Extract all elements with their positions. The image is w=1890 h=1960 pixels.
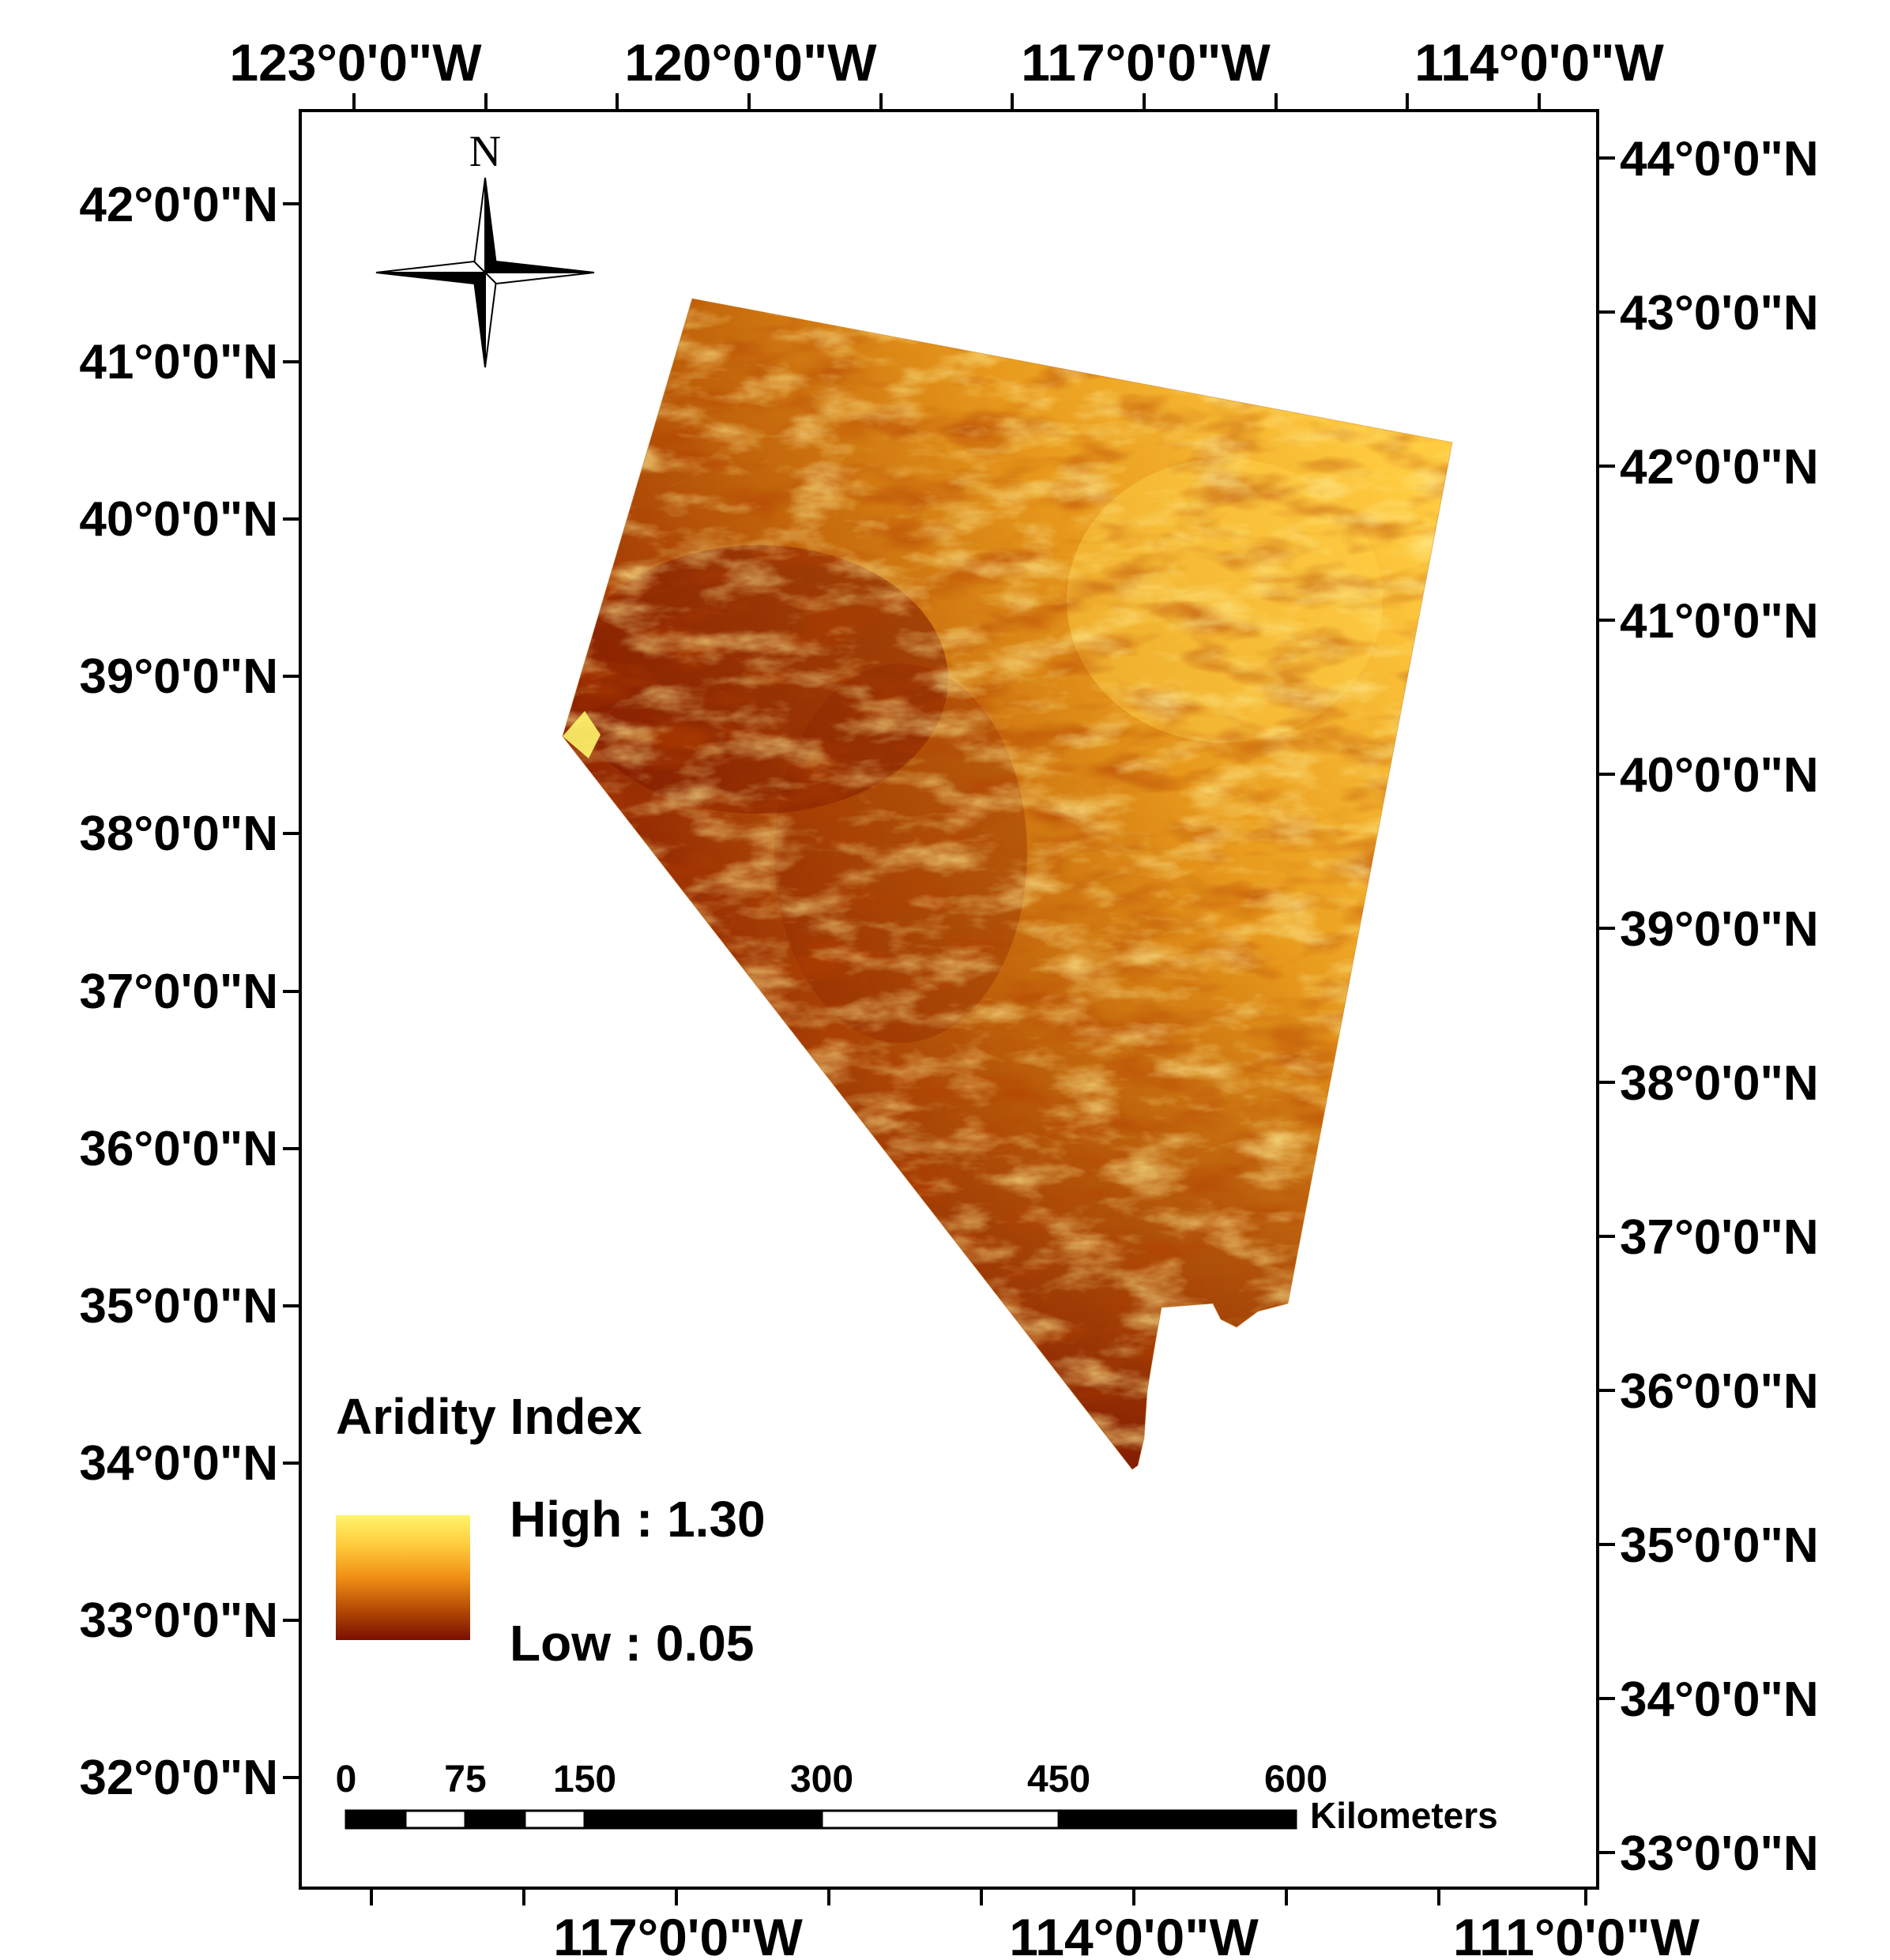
lat-label-right-12: 33°0'0"N xyxy=(1620,1826,1819,1881)
lat-label-left-10: 33°0'0"N xyxy=(79,1593,278,1648)
scale-tick-450: 450 xyxy=(1027,1759,1090,1800)
compass-rose-icon xyxy=(375,177,595,368)
lat-label-right-4: 41°0'0"N xyxy=(1620,594,1819,649)
lat-label-left-9: 34°0'0"N xyxy=(79,1436,278,1491)
lat-label-right-10: 35°0'0"N xyxy=(1620,1518,1819,1573)
scale-tick-300: 300 xyxy=(790,1759,853,1800)
top-longitude-labels: 123°0'0"W 120°0'0"W 117°0'0"W 114°0'0"W xyxy=(229,33,1664,92)
scale-tick-150: 150 xyxy=(553,1759,616,1800)
lat-label-left-6: 37°0'0"N xyxy=(79,965,278,1019)
lat-label-right-8: 37°0'0"N xyxy=(1620,1210,1819,1265)
legend-high-label: High : 1.30 xyxy=(510,1491,766,1548)
scale-bar-unit: Kilometers xyxy=(1310,1795,1498,1836)
lat-label-right-3: 42°0'0"N xyxy=(1620,440,1819,495)
lat-label-right-11: 34°0'0"N xyxy=(1620,1672,1819,1727)
scale-tick-600: 600 xyxy=(1264,1759,1327,1800)
lat-label-right-5: 40°0'0"N xyxy=(1620,748,1819,803)
lon-label-top-2: 120°0'0"W xyxy=(624,33,877,92)
aridity-raster xyxy=(562,298,1453,1470)
scale-tick-75: 75 xyxy=(444,1759,486,1800)
right-latitude-labels: 44°0'0"N 43°0'0"N 42°0'0"N 41°0'0"N 40°0… xyxy=(1620,132,1819,1881)
lon-label-bottom-1: 117°0'0"W xyxy=(553,1908,803,1960)
lat-label-left-11: 32°0'0"N xyxy=(79,1751,278,1805)
lat-label-left-8: 35°0'0"N xyxy=(79,1279,278,1334)
graticule-ticks xyxy=(283,93,1615,1905)
scale-tick-0: 0 xyxy=(336,1759,357,1800)
lon-label-top-4: 114°0'0"W xyxy=(1414,33,1664,92)
scale-bar-tick-labels: 0 75 150 300 450 600 xyxy=(336,1759,1327,1800)
lat-label-right-1: 44°0'0"N xyxy=(1620,132,1819,186)
lat-label-right-7: 38°0'0"N xyxy=(1620,1056,1819,1111)
state-boundary xyxy=(562,298,1453,1470)
scale-bar: 0 75 150 300 450 600 Kilometers xyxy=(336,1759,1498,1836)
lon-label-top-3: 117°0'0"W xyxy=(1021,33,1271,92)
lat-label-right-2: 43°0'0"N xyxy=(1620,286,1819,340)
lat-label-left-3: 40°0'0"N xyxy=(79,492,278,547)
lat-label-right-9: 36°0'0"N xyxy=(1620,1364,1819,1419)
north-arrow: N xyxy=(375,127,595,368)
legend-low-label: Low : 0.05 xyxy=(510,1615,754,1672)
lon-label-top-1: 123°0'0"W xyxy=(229,33,482,92)
lat-label-left-4: 39°0'0"N xyxy=(79,649,278,704)
lon-label-bottom-3: 111°0'0"W xyxy=(1453,1908,1700,1960)
lat-label-left-2: 41°0'0"N xyxy=(79,335,278,389)
legend-title: Aridity Index xyxy=(336,1388,642,1445)
legend-color-ramp xyxy=(336,1515,470,1640)
legend: Aridity Index High : 1.30 Low : 0.05 xyxy=(336,1388,766,1672)
left-latitude-labels: 42°0'0"N 41°0'0"N 40°0'0"N 39°0'0"N 38°0… xyxy=(79,178,278,1805)
lat-label-left-1: 42°0'0"N xyxy=(79,178,278,232)
lat-label-right-6: 39°0'0"N xyxy=(1620,902,1819,957)
north-label: N xyxy=(469,127,501,176)
lat-label-left-7: 36°0'0"N xyxy=(79,1122,278,1176)
lon-label-bottom-2: 114°0'0"W xyxy=(1009,1908,1259,1960)
map-frame xyxy=(299,109,1599,1890)
scale-bar-segments xyxy=(344,1809,1297,1830)
lat-label-left-5: 38°0'0"N xyxy=(79,807,278,861)
bottom-longitude-labels: 117°0'0"W 114°0'0"W 111°0'0"W xyxy=(553,1908,1700,1960)
